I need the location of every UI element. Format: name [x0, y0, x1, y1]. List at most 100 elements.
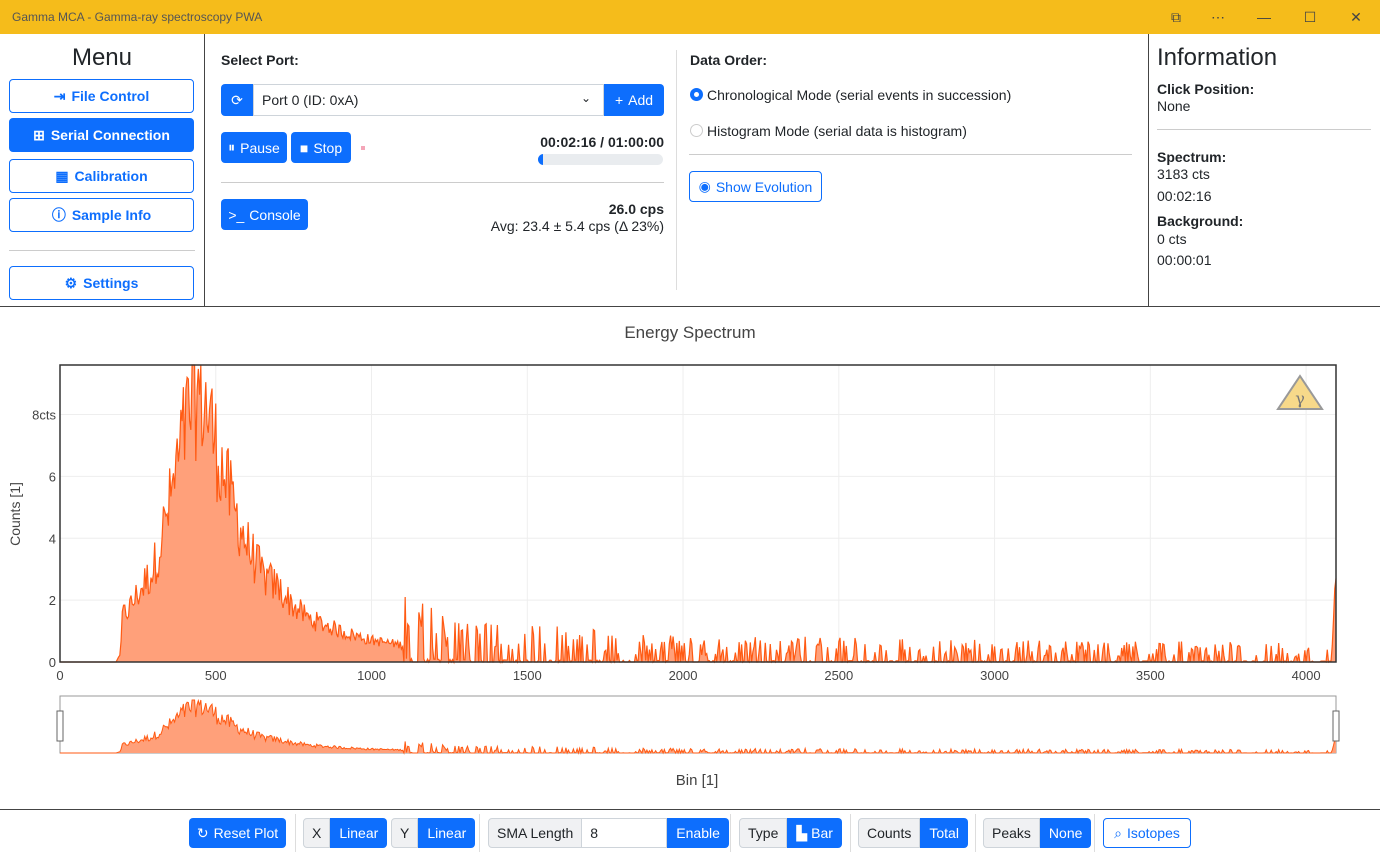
sample-info-button[interactable]: ⓘ Sample Info: [9, 198, 194, 232]
y-tick-label: 2: [49, 593, 56, 608]
port-select-value: Port 0 (ID: 0xA): [262, 92, 359, 108]
calibration-button[interactable]: ▦ Calibration: [9, 159, 194, 193]
toolbar-divider: [730, 814, 731, 852]
range-preview-area: [60, 700, 1336, 753]
menu-title: Menu: [71, 44, 133, 71]
reset-icon: ↻: [196, 824, 209, 841]
reset-plot-label: Reset Plot: [213, 825, 279, 841]
console-button[interactable]: >_ Console: [221, 199, 308, 230]
counts-button[interactable]: Total: [920, 818, 968, 848]
x-scale-label: X: [303, 818, 331, 848]
refresh-icon: ⟳: [231, 91, 243, 108]
avg-cps-text: Avg: 23.4 ± 5.4 cps (Δ 23%): [490, 218, 664, 234]
calibration-label: Calibration: [74, 168, 148, 184]
port-select[interactable]: Port 0 (ID: 0xA) ⌄: [253, 84, 604, 116]
y-scale-button[interactable]: Linear: [418, 818, 476, 848]
chevron-down-icon: ⌄: [580, 91, 591, 105]
show-evolution-label: Show Evolution: [715, 178, 813, 195]
window-title: Gamma MCA - Gamma-ray spectroscopy PWA: [12, 10, 263, 24]
gear-icon: ⚙: [64, 274, 78, 291]
calculator-icon: ▦: [55, 167, 69, 184]
serial-connection-button[interactable]: ⊞ Serial Connection: [9, 118, 194, 152]
window-titlebar: Gamma MCA - Gamma-ray spectroscopy PWA ⧉…: [0, 0, 1380, 34]
spectrum-area: [60, 365, 1336, 662]
settings-label: Settings: [83, 275, 139, 291]
x-scale-button[interactable]: Linear: [330, 818, 388, 848]
top-panel-border: [0, 306, 1380, 307]
toolbar-border: [0, 809, 1380, 810]
background-time: 00:00:01: [1157, 252, 1212, 268]
plot-type-value: Bar: [811, 825, 833, 841]
x-tick-label: 1000: [357, 668, 386, 683]
click-position-value: None: [1157, 98, 1191, 114]
menu-separator: [9, 250, 195, 251]
x-tick-label: 3000: [980, 668, 1009, 683]
x-tick-label: 4000: [1292, 668, 1321, 683]
plus-icon: +: [614, 92, 624, 108]
show-evolution-button[interactable]: ◉ Show Evolution: [689, 171, 822, 202]
eye-icon: ◉: [698, 178, 711, 194]
add-port-button[interactable]: + Add: [604, 84, 664, 116]
x-scale-group: X Linear: [303, 818, 388, 848]
x-axis-label: Bin [1]: [676, 772, 719, 789]
toolbar-divider: [295, 814, 296, 852]
radiation-warning-icon: γ: [1276, 374, 1324, 410]
click-position-label: Click Position:: [1157, 81, 1255, 97]
isotopes-button[interactable]: ⌕ Isotopes: [1103, 818, 1191, 848]
y-axis-label: Counts [1]: [7, 482, 23, 546]
range-preview-line: [60, 698, 1337, 755]
x-tick-label: 3500: [1136, 668, 1165, 683]
search-icon: ⌕: [1114, 824, 1122, 841]
chronological-mode-radio[interactable]: [690, 88, 703, 101]
energy-spectrum-chart[interactable]: Energy Spectrum 0 500 1000 1500 2000 2500 3000…: [0, 308, 1380, 808]
data-order-label: Data Order:: [690, 52, 768, 68]
data-order-separator: [689, 154, 1132, 155]
x-tick-label: 0: [56, 668, 63, 683]
information-title: Information: [1157, 44, 1278, 71]
peaks-button[interactable]: None: [1039, 818, 1092, 848]
plot-type-button[interactable]: ▙ Bar: [787, 818, 842, 848]
close-button[interactable]: ✕: [1350, 9, 1362, 25]
background-label: Background:: [1157, 213, 1244, 229]
sma-length-input[interactable]: 8: [582, 818, 668, 848]
settings-button[interactable]: ⚙ Settings: [9, 266, 194, 300]
toolbar-divider: [479, 814, 480, 852]
toolbar-divider: [850, 814, 851, 852]
spectrum-time: 00:02:16: [1157, 188, 1212, 204]
info-separator: [1157, 129, 1371, 130]
refresh-ports-button[interactable]: ⟳: [221, 84, 253, 116]
plot-type-label: Type: [739, 818, 788, 848]
minimize-button[interactable]: —: [1257, 9, 1271, 25]
serial-connection-label: Serial Connection: [50, 127, 170, 143]
pause-button[interactable]: ⏸ Pause: [221, 132, 287, 163]
y-scale-group: Y Linear: [391, 818, 476, 848]
app-icon-button[interactable]: ⧉: [1171, 9, 1181, 25]
terminal-icon: >_: [228, 206, 245, 223]
pause-label: Pause: [240, 139, 280, 156]
y-tick-label: 4: [49, 531, 56, 546]
reset-plot-button[interactable]: ↻ Reset Plot: [189, 818, 286, 848]
pause-icon: ⏸: [228, 139, 236, 155]
sample-info-label: Sample Info: [71, 207, 152, 223]
histogram-mode-radio[interactable]: [690, 124, 703, 137]
y-scale-label: Y: [391, 818, 419, 848]
range-handle-right[interactable]: [1332, 710, 1340, 742]
more-options-icon[interactable]: ⋯: [1211, 9, 1225, 25]
sma-enable-button[interactable]: Enable: [667, 818, 729, 848]
spectrum-counts: 3183 cts: [1157, 166, 1210, 182]
background-counts: 0 cts: [1157, 231, 1187, 247]
info-divider: [1148, 34, 1149, 306]
spectrum-label: Spectrum:: [1157, 149, 1227, 165]
maximize-button[interactable]: ☐: [1303, 9, 1317, 25]
add-port-label: Add: [628, 92, 654, 108]
network-icon: ⊞: [33, 126, 45, 143]
counts-label: Counts: [858, 818, 921, 848]
serial-separator: [221, 182, 664, 183]
toolbar-divider: [975, 814, 976, 852]
stop-button[interactable]: ■ Stop: [291, 132, 351, 163]
range-handle-left[interactable]: [56, 710, 64, 742]
recording-indicator: [361, 146, 365, 150]
chronological-mode-label[interactable]: Chronological Mode (serial events in suc…: [707, 87, 1012, 103]
file-control-button[interactable]: ⇥ File Control: [9, 79, 194, 113]
histogram-mode-label[interactable]: Histogram Mode (serial data is histogram…: [707, 123, 967, 139]
